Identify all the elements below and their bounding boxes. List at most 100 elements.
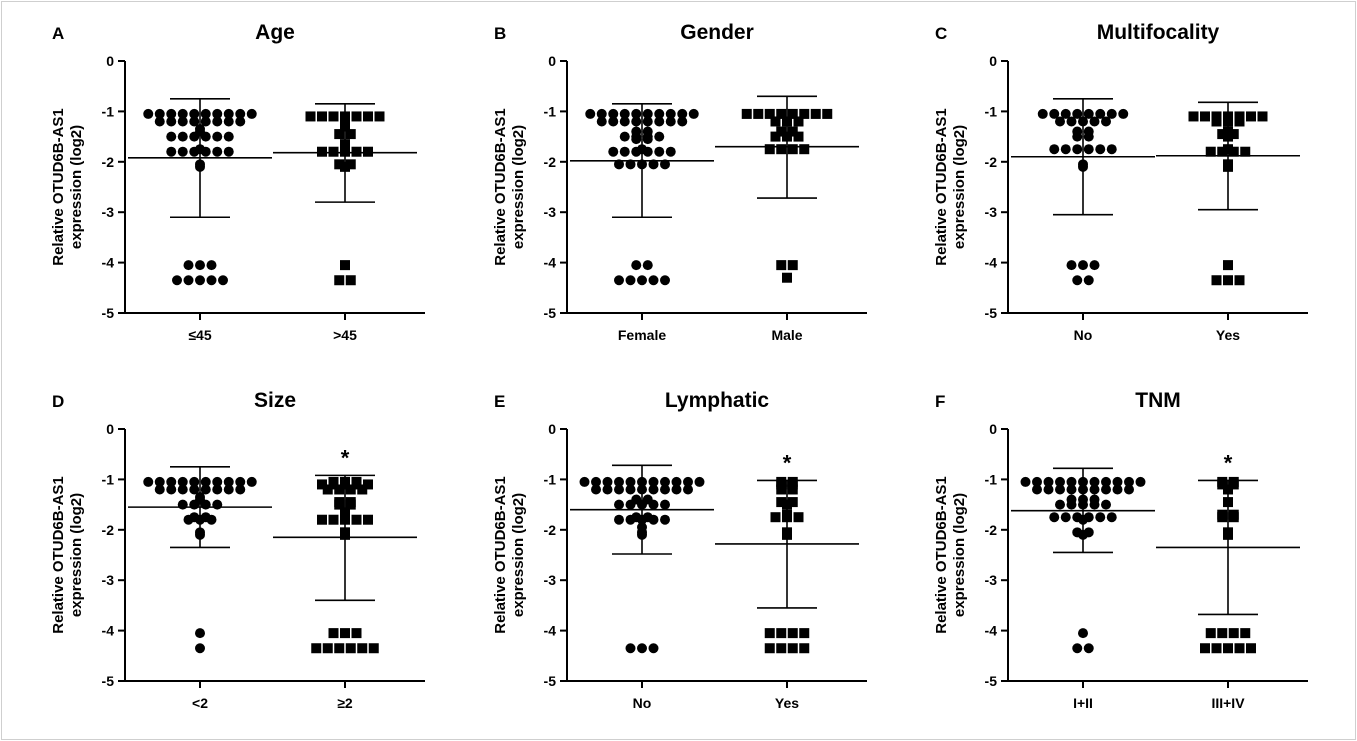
y-tick-label: -1: [544, 103, 557, 119]
data-point-circle: [1055, 484, 1065, 495]
data-point-circle: [1066, 116, 1077, 127]
y-axis-label-line: Relative OTUD6B-AS1: [50, 108, 67, 266]
data-point-circle: [1083, 275, 1094, 286]
data-point-square: [1205, 146, 1216, 157]
data-point-circle: [183, 260, 194, 271]
data-point-square: [322, 643, 333, 654]
data-point-square: [363, 111, 373, 122]
data-point-square: [317, 146, 327, 157]
data-point-circle: [677, 108, 688, 119]
data-point-circle: [1055, 476, 1065, 487]
data-point-square: [1200, 111, 1210, 122]
data-point-square: [810, 108, 821, 119]
y-tick-label: -2: [102, 522, 115, 538]
data-point-circle: [614, 499, 624, 510]
data-point-circle: [189, 476, 200, 487]
data-point-circle: [596, 116, 607, 127]
data-point-circle: [665, 146, 676, 157]
data-point-square: [334, 159, 345, 170]
data-point-square: [334, 484, 345, 495]
data-point-circle: [189, 131, 200, 142]
data-point-circle: [1060, 108, 1071, 119]
data-point-circle: [648, 476, 659, 487]
y-tick-label: -1: [102, 103, 115, 119]
data-point-circle: [189, 116, 200, 127]
data-point-circle: [637, 275, 647, 286]
data-point-circle: [631, 260, 642, 271]
data-point-circle: [625, 484, 636, 495]
data-point-square: [345, 159, 356, 170]
data-point-circle: [223, 108, 234, 119]
data-point-square: [1257, 111, 1268, 122]
y-tick-label: -4: [985, 255, 998, 271]
data-point-square: [351, 479, 362, 490]
data-point-square: [1234, 116, 1245, 127]
data-point-square: [1234, 275, 1245, 286]
data-point-circle: [648, 643, 659, 654]
data-point-square: [340, 260, 350, 271]
data-point-circle: [1072, 643, 1083, 654]
data-point-circle: [212, 108, 223, 119]
panel-e: E Lymphatic Relative OTUD6B-AS1 expression …: [492, 389, 867, 711]
y-tick-label: -4: [544, 255, 557, 271]
data-point-circle: [1089, 116, 1100, 127]
data-point-circle: [654, 116, 665, 127]
data-point-square: [1211, 111, 1222, 122]
data-point-square: [1246, 643, 1256, 654]
data-point-circle: [660, 476, 670, 487]
data-point-square: [787, 497, 798, 508]
data-point-circle: [1066, 484, 1077, 495]
data-point-square: [776, 144, 787, 155]
y-tick-label: -3: [544, 204, 557, 220]
data-point-circle: [212, 116, 223, 127]
data-point-circle: [1049, 512, 1060, 523]
data-point-circle: [1095, 512, 1106, 523]
y-axis-label-line: Relative OTUD6B-AS1: [933, 476, 950, 634]
data-point-square: [787, 144, 798, 155]
data-point-square: [764, 628, 775, 639]
x-tick-label: <2: [192, 695, 208, 711]
panel-b: B Gender Relative OTUD6B-AS1 expression (lo…: [492, 21, 867, 343]
panel-letter: E: [494, 392, 505, 411]
data-point-circle: [166, 108, 177, 119]
y-axis-label-line: expression (log2): [510, 493, 527, 617]
data-point-circle: [1106, 512, 1117, 523]
data-point-circle: [212, 476, 223, 487]
data-point-circle: [1089, 476, 1100, 487]
data-point-square: [770, 116, 781, 127]
data-point-square: [770, 512, 781, 523]
data-point-circle: [614, 275, 624, 286]
data-point-circle: [223, 116, 234, 127]
data-point-circle: [631, 108, 642, 119]
data-point-circle: [625, 643, 636, 654]
data-point-circle: [625, 159, 636, 170]
y-tick-label: -3: [985, 204, 998, 220]
y-tick-label: -1: [985, 471, 998, 487]
data-point-circle: [1072, 144, 1083, 155]
data-point-circle: [206, 260, 217, 271]
data-point-circle: [212, 131, 223, 142]
significance-marker: *: [1224, 450, 1233, 475]
data-point-square: [776, 628, 787, 639]
data-point-square: [799, 108, 810, 119]
data-point-square: [340, 628, 350, 639]
data-point-circle: [642, 146, 653, 157]
data-point-circle: [1106, 144, 1117, 155]
data-point-circle: [1106, 108, 1117, 119]
x-tick-label: Male: [771, 327, 802, 343]
data-point-circle: [671, 476, 682, 487]
data-point-circle: [166, 116, 177, 127]
data-point-circle: [154, 108, 165, 119]
y-axis-label-line: expression (log2): [68, 493, 85, 617]
y-tick-label: -2: [102, 154, 115, 170]
y-tick-label: -3: [102, 204, 115, 220]
data-point-circle: [642, 260, 653, 271]
data-point-square: [787, 484, 798, 495]
y-tick-label: -3: [544, 572, 557, 588]
data-point-square: [357, 643, 368, 654]
data-point-circle: [223, 146, 234, 157]
data-point-square: [1234, 111, 1245, 122]
data-point-square: [753, 108, 764, 119]
data-point-circle: [625, 275, 636, 286]
data-point-circle: [1037, 108, 1048, 119]
